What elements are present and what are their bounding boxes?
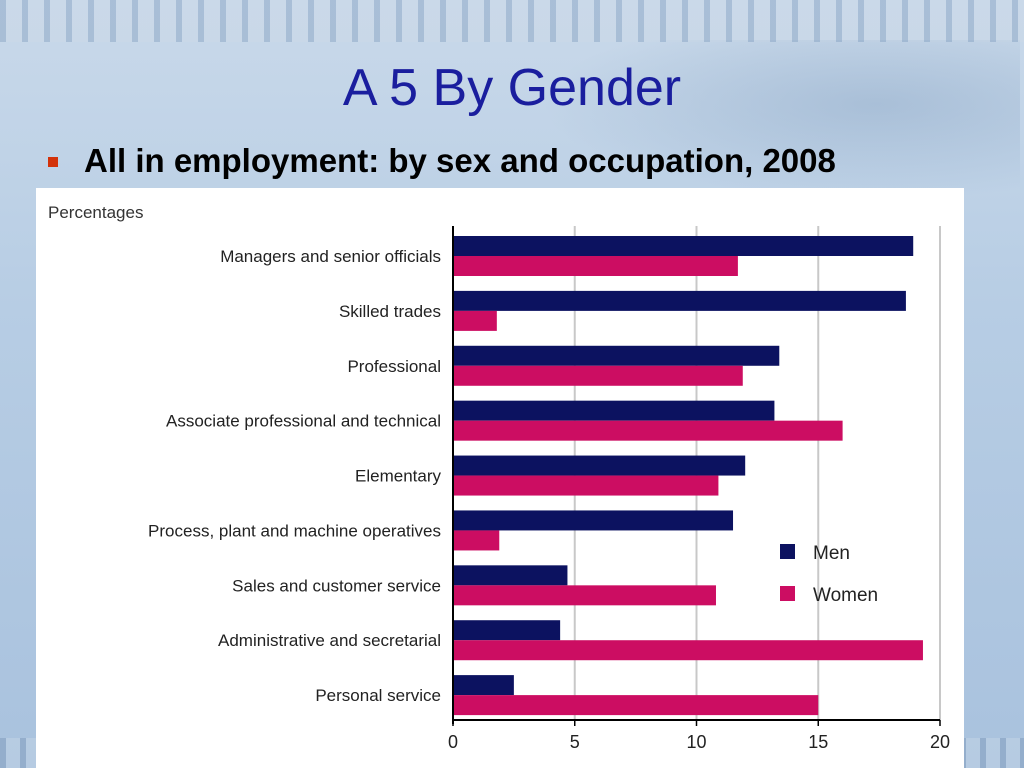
category-label: Personal service (315, 686, 441, 705)
bar-women (453, 695, 819, 716)
x-tick-label: 20 (930, 732, 950, 752)
bar-men (453, 675, 514, 696)
decorative-background-swirl (540, 40, 1020, 200)
slide-title: A 5 By Gender (342, 59, 682, 117)
category-label: Administrative and secretarial (218, 631, 441, 650)
bar-women (453, 585, 716, 606)
legend-label-women: Women (813, 585, 878, 606)
bar-men (453, 290, 906, 311)
category-label: Associate professional and technical (166, 412, 441, 431)
x-tick-label: 10 (686, 732, 706, 752)
category-label: Professional (347, 357, 441, 376)
bar-women (453, 640, 923, 661)
bar-chart: Percentages Managers and senior officials… (48, 203, 950, 752)
decorative-top-band (0, 0, 1024, 42)
bar-women (453, 420, 843, 441)
bar-men (453, 565, 568, 586)
bar-women (453, 530, 500, 551)
bullet-text: All in employment: by sex and occupation… (84, 142, 836, 179)
category-label: Sales and customer service (232, 576, 441, 595)
bar-women (453, 365, 743, 386)
bar-men (453, 345, 780, 366)
bar-men (453, 400, 775, 421)
bar-women (453, 310, 497, 331)
category-label: Process, plant and machine operatives (148, 521, 441, 540)
bar-men (453, 455, 746, 476)
category-label: Skilled trades (339, 302, 441, 321)
chart-panel: Percentages Managers and senior officials… (36, 188, 964, 768)
legend-swatch-women (780, 586, 795, 601)
x-tick-label: 5 (570, 732, 580, 752)
bar-men (453, 510, 734, 531)
square-bullet-icon (48, 157, 58, 167)
unit-label: Percentages (48, 203, 143, 222)
bullet-item: All in employment: by sex and occupation… (48, 142, 836, 180)
x-tick-label: 15 (808, 732, 828, 752)
bar-women (453, 475, 719, 496)
category-label: Managers and senior officials (220, 247, 441, 266)
legend-swatch-men (780, 544, 795, 559)
category-label: Elementary (355, 467, 441, 486)
legend-label-men: Men (813, 543, 850, 564)
x-tick-label: 0 (448, 732, 458, 752)
bar-men (453, 236, 914, 256)
bar-men (453, 620, 561, 641)
bar-women (453, 256, 738, 276)
